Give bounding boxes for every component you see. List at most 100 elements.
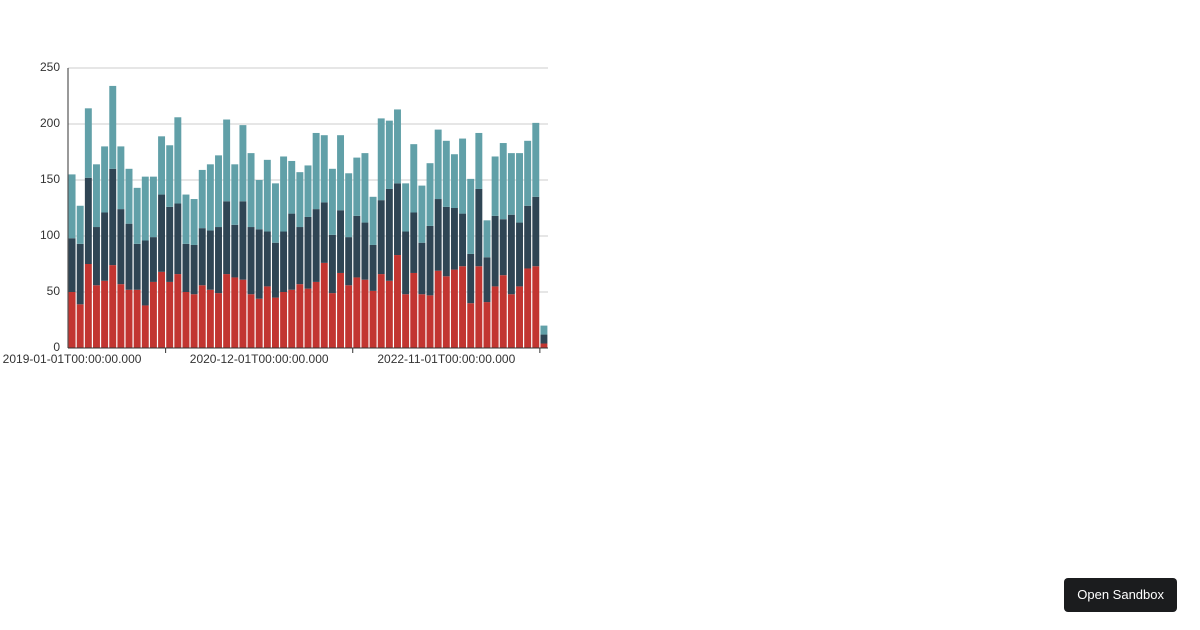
x-tick-label: 2022-11-01T00:00:00.000 (377, 352, 515, 366)
bar-segment (271, 242, 279, 298)
bar-segment (255, 180, 263, 230)
bar-segment (141, 240, 149, 306)
bar-segment (271, 183, 279, 243)
bar-segment (328, 234, 336, 294)
bar-segment (68, 174, 76, 239)
bar-segment (353, 157, 361, 216)
bar-segment (109, 168, 117, 266)
bar-segment (442, 140, 450, 207)
bar-segment (133, 289, 141, 348)
bar-segment (450, 269, 458, 348)
bar-segment (450, 154, 458, 208)
bar-segment (231, 277, 239, 348)
bar-segment (133, 187, 141, 244)
bar-segment (84, 108, 92, 178)
bar-segment (450, 208, 458, 270)
bar-segment (426, 225, 434, 296)
bar-segment (206, 164, 214, 231)
bar-segment (198, 228, 206, 286)
bar-segment (434, 199, 442, 271)
bar-segment (361, 222, 369, 280)
bar-segment (312, 132, 320, 210)
bar-segment (206, 289, 214, 348)
bar-segment (206, 230, 214, 290)
bar-segment (369, 290, 377, 348)
bar-segment (158, 271, 166, 348)
bar-segment (223, 119, 231, 202)
bar-segment (125, 223, 133, 290)
bar-segment (182, 194, 190, 244)
bar-segment (239, 125, 247, 202)
chart: 0 50 100 150 200 250 2019-01-01T00:00:00.000 20… (3, 60, 548, 366)
bar-segment (434, 270, 442, 348)
bar-segment (84, 264, 92, 348)
bar-segment (524, 205, 532, 269)
bar-segment (532, 122, 540, 197)
bar-segment (255, 298, 263, 348)
bar-segment (223, 274, 231, 348)
bar-segment (499, 143, 507, 220)
bar-segment (215, 227, 222, 294)
bar-segment (418, 294, 426, 348)
bar-segment (394, 183, 401, 256)
bar-segment (540, 325, 548, 335)
bar-segment (426, 163, 434, 226)
bar-segment (361, 279, 369, 348)
bar-segment (394, 109, 401, 184)
bar-segment (93, 285, 100, 348)
bar-segment (540, 334, 548, 344)
y-tick-label: 200 (40, 116, 60, 130)
bar-segment (491, 156, 499, 216)
bar-segment (337, 135, 345, 211)
bar-segment (475, 188, 483, 267)
bar-segment (68, 238, 76, 292)
bar-segment (361, 153, 369, 223)
bar-segment (483, 220, 491, 258)
bar-segment (280, 156, 288, 232)
bar-segment (516, 286, 523, 348)
bar-segment (166, 145, 174, 207)
bar-segment (320, 262, 328, 348)
bar-segment (434, 129, 442, 200)
bar-segment (418, 185, 426, 243)
bar-segment (394, 255, 401, 348)
bar-segment (320, 202, 328, 263)
bar-segment (532, 266, 540, 348)
bar-segment (125, 168, 133, 224)
bar-segment (304, 216, 312, 289)
bar-segment (385, 188, 393, 281)
bar-segment (385, 280, 393, 348)
bar-segment (507, 214, 515, 295)
bar-segment (149, 237, 157, 282)
x-tick-label: 2020-12-01T00:00:00.000 (190, 352, 329, 366)
bar-segment (516, 222, 523, 287)
bar-segment (524, 140, 532, 206)
bar-segment (84, 177, 92, 264)
bar-segment (369, 196, 377, 245)
bar-segment (141, 305, 149, 348)
bar-segment (353, 277, 361, 348)
bar-segment (141, 176, 149, 241)
y-tick-label: 0 (53, 340, 60, 354)
bar-segment (328, 293, 336, 348)
bar-segment (263, 231, 271, 287)
bar-segment (231, 224, 239, 278)
bar-segment (459, 266, 467, 348)
bar-segment (345, 173, 353, 238)
bar-segment (337, 210, 345, 273)
bar-segment (109, 85, 117, 169)
bar-segment (239, 201, 247, 280)
bar-segment (296, 284, 304, 348)
open-sandbox-button[interactable]: Open Sandbox (1064, 578, 1177, 612)
bar-segment (507, 294, 515, 348)
bar-segment (369, 244, 377, 291)
bar-segment (76, 304, 84, 348)
bar-segment (288, 289, 296, 348)
bar-segment (109, 265, 117, 348)
bar-segment (223, 201, 231, 275)
y-tick-label: 150 (40, 172, 60, 186)
bar-segment (385, 120, 393, 189)
bar-segment (410, 272, 418, 348)
bar-segment (353, 215, 361, 278)
bar-segment (524, 268, 532, 348)
